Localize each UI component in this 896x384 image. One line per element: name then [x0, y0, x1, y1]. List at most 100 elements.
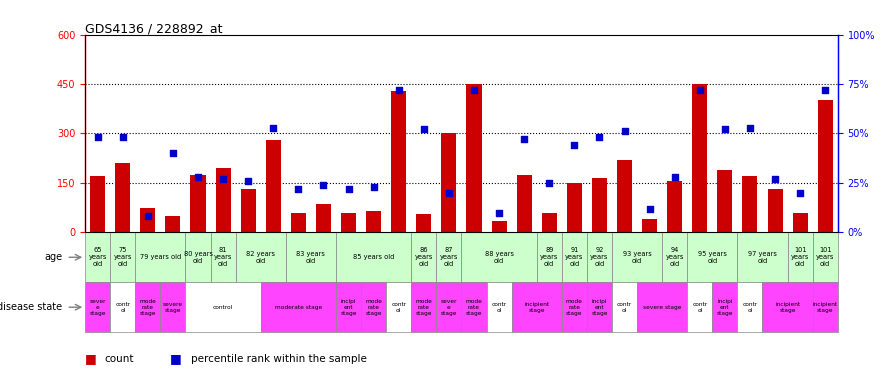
Bar	[517, 175, 531, 232]
Text: ■: ■	[85, 353, 97, 366]
Point	[366, 184, 381, 190]
Bar	[160, 282, 185, 332]
Bar	[85, 282, 110, 332]
Point	[442, 190, 456, 196]
Text: 88 years
old: 88 years old	[485, 251, 513, 264]
Bar	[768, 189, 782, 232]
Bar	[637, 282, 687, 332]
Point	[668, 174, 682, 180]
Bar	[492, 221, 506, 232]
Bar	[166, 216, 180, 232]
Text: 79 years old: 79 years old	[140, 254, 181, 260]
Text: age: age	[45, 252, 63, 262]
Point	[467, 87, 481, 93]
Point	[617, 128, 632, 134]
Bar	[85, 232, 110, 282]
Bar	[668, 181, 682, 232]
Bar	[135, 282, 160, 332]
Bar	[436, 282, 461, 332]
Text: 91
years
old: 91 years old	[565, 247, 583, 267]
Text: severe stage: severe stage	[643, 305, 681, 310]
Bar	[818, 101, 832, 232]
Text: count: count	[105, 354, 134, 364]
Point	[116, 134, 130, 141]
Bar	[743, 176, 757, 232]
Text: 81
years
old: 81 years old	[214, 247, 232, 267]
Point	[216, 176, 230, 182]
Text: incipi
ent
stage: incipi ent stage	[717, 299, 733, 316]
Bar	[191, 175, 205, 232]
Text: 93 years
old: 93 years old	[623, 251, 651, 264]
Bar	[236, 232, 286, 282]
Text: GDS4136 / 228892_at: GDS4136 / 228892_at	[85, 22, 222, 35]
Bar	[487, 282, 512, 332]
Bar	[567, 183, 582, 232]
Point	[392, 87, 406, 93]
Point	[166, 150, 180, 156]
Text: 94
years
old: 94 years old	[666, 247, 684, 267]
Bar	[693, 84, 707, 232]
Bar	[261, 282, 336, 332]
Bar	[411, 282, 436, 332]
Point	[592, 134, 607, 141]
Bar	[185, 232, 211, 282]
Text: 97 years
old: 97 years old	[748, 251, 777, 264]
Text: ■: ■	[170, 353, 182, 366]
Text: mode
rate
stage: mode rate stage	[140, 299, 156, 316]
Bar	[587, 232, 612, 282]
Point	[642, 205, 657, 212]
Bar	[316, 204, 331, 232]
Text: sever
e
stage: sever e stage	[90, 299, 106, 316]
Bar	[411, 232, 436, 282]
Point	[567, 142, 582, 148]
Bar	[386, 282, 411, 332]
Bar	[417, 214, 431, 232]
Bar	[341, 213, 356, 232]
Bar	[662, 232, 687, 282]
Bar	[762, 282, 813, 332]
Text: 80 years
old: 80 years old	[184, 251, 212, 264]
Point	[291, 186, 306, 192]
Bar	[461, 232, 537, 282]
Bar	[336, 282, 361, 332]
Point	[341, 186, 356, 192]
Text: 83 years
old: 83 years old	[297, 251, 325, 264]
Text: mode
rate
stage: mode rate stage	[366, 299, 382, 316]
Bar	[116, 163, 130, 232]
Text: 86
years
old: 86 years old	[415, 247, 433, 267]
Bar	[617, 160, 632, 232]
Text: 82 years
old: 82 years old	[246, 251, 275, 264]
Bar	[286, 232, 336, 282]
Point	[768, 176, 782, 182]
Bar	[366, 211, 381, 232]
Bar	[542, 213, 556, 232]
Bar	[612, 282, 637, 332]
Text: mode
rate
stage: mode rate stage	[466, 299, 482, 316]
Bar	[361, 282, 386, 332]
Bar	[461, 282, 487, 332]
Text: control: control	[213, 305, 233, 310]
Text: percentile rank within the sample: percentile rank within the sample	[191, 354, 366, 364]
Text: 89
years
old: 89 years old	[540, 247, 558, 267]
Bar	[687, 282, 712, 332]
Point	[818, 87, 832, 93]
Bar	[687, 232, 737, 282]
Text: 85 years old: 85 years old	[353, 254, 394, 260]
Text: incipient
stage: incipient stage	[775, 302, 800, 313]
Point	[266, 124, 280, 131]
Text: moderate stage: moderate stage	[275, 305, 322, 310]
Point	[241, 178, 255, 184]
Text: 75
years
old: 75 years old	[114, 247, 132, 267]
Text: contr
ol: contr ol	[116, 302, 130, 313]
Point	[90, 134, 105, 141]
Bar	[266, 140, 280, 232]
Bar	[612, 232, 662, 282]
Bar	[788, 232, 813, 282]
Bar	[737, 232, 788, 282]
Text: 65
years
old: 65 years old	[89, 247, 107, 267]
Text: 95 years
old: 95 years old	[698, 251, 727, 264]
Point	[793, 190, 807, 196]
Text: 101
years
old: 101 years old	[791, 247, 809, 267]
Text: disease state: disease state	[0, 302, 63, 312]
Text: incipi
ent
stage: incipi ent stage	[591, 299, 607, 316]
